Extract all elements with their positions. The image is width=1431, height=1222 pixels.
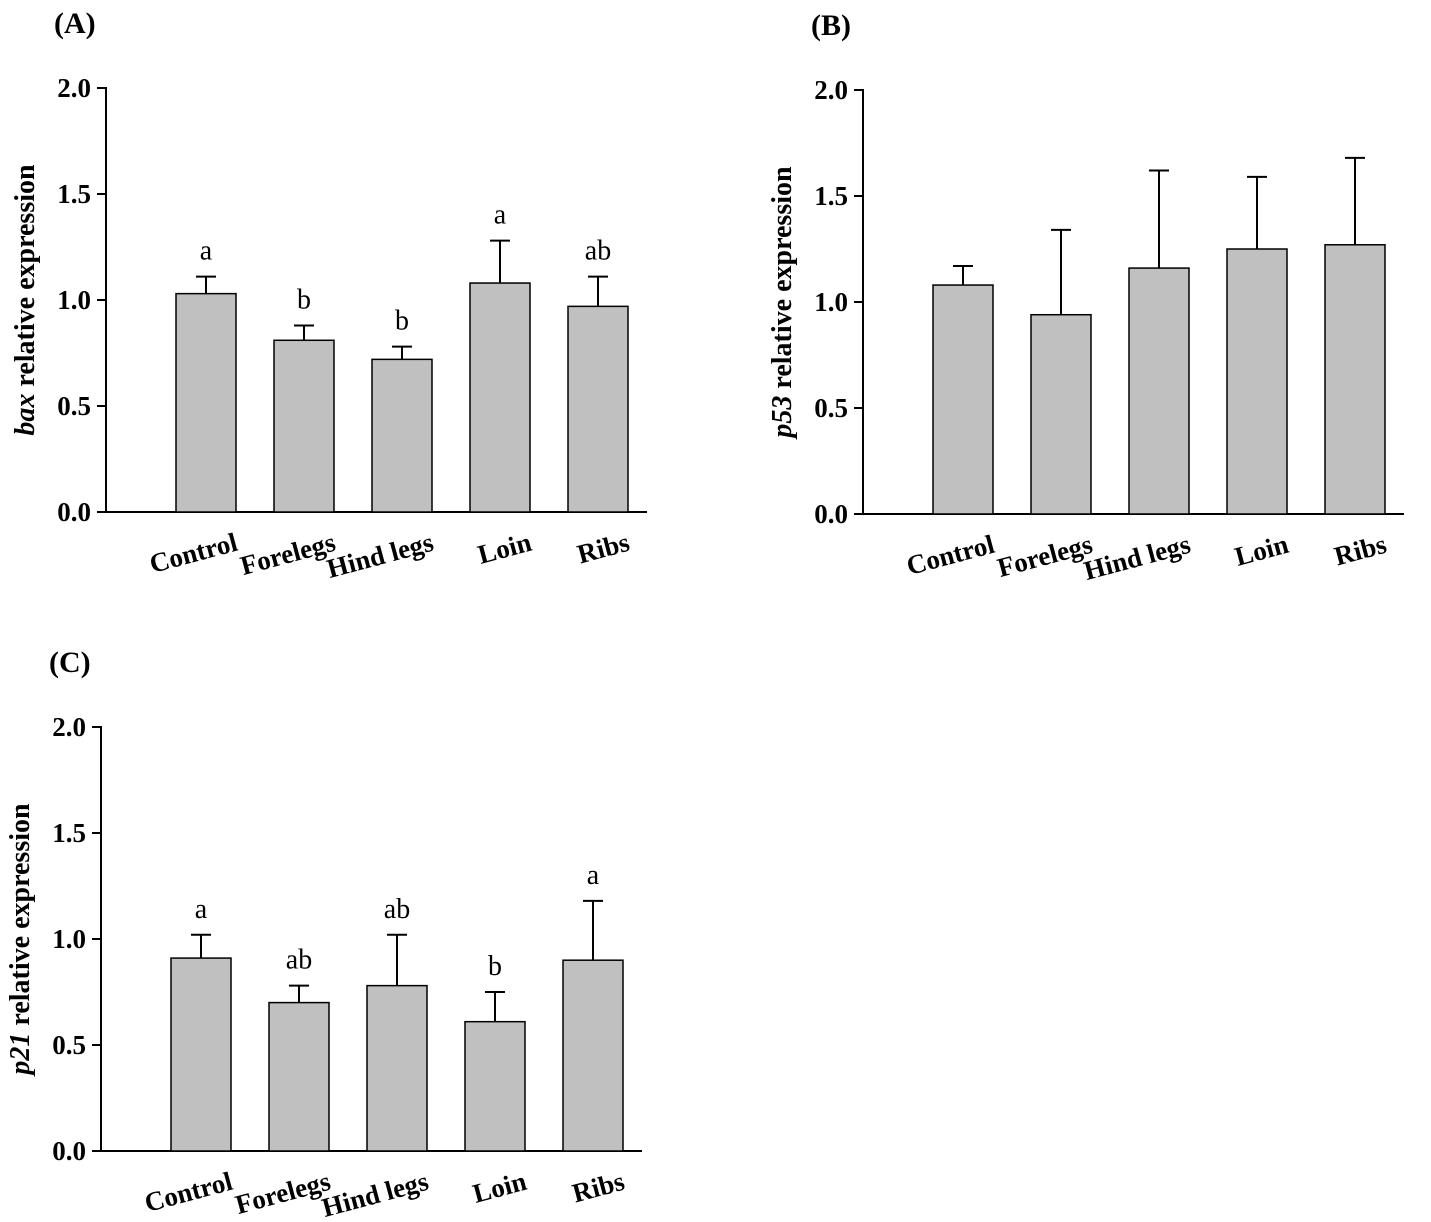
y-axis-title-text: relative expression: [10, 164, 41, 387]
x-tick-label-hind-legs: Hind legs: [324, 527, 437, 584]
significance-letter-control: a: [200, 236, 213, 267]
significance-letter-ribs: a: [587, 860, 600, 891]
panel-c: (C) p21 relative expression 0.0 0.5 1.0 1.5 2.…: [5, 646, 642, 1222]
bar-loin: [464, 1020, 526, 1152]
bar-control: [170, 957, 232, 1152]
significance-letter-forelegs: b: [297, 284, 311, 315]
x-tick-label-hind-legs: Hind legs: [1081, 529, 1194, 586]
x-tick-label-loin: Loin: [475, 527, 535, 570]
y-tick-label: 0.5: [52, 1030, 86, 1060]
bar-ribs: [562, 959, 624, 1152]
bar-forelegs: [273, 339, 335, 513]
y-axis-title-gene: p21: [5, 1033, 36, 1077]
y-axis-title: p21 relative expression: [5, 803, 36, 1077]
y-tick-label: 1.0: [52, 924, 86, 954]
y-axis-title: bax relative expression: [10, 164, 41, 436]
x-tick-label-ribs: Ribs: [574, 527, 633, 570]
y-tick-label: 0.0: [57, 497, 91, 527]
bar-forelegs: [268, 1001, 330, 1152]
panel-a: (A) bax relative expression 0.0 0.5 1.0 1.5 2.…: [10, 7, 647, 584]
x-tick-label-hind-legs: Hind legs: [319, 1166, 432, 1222]
panel-b: (B) p53 relative expression 0.0 0.5 1.0 1.5 2.…: [767, 9, 1404, 586]
bar-loin: [1226, 248, 1288, 515]
significance-letter-loin: b: [488, 951, 502, 982]
x-tick-label-ribs: Ribs: [1331, 529, 1390, 572]
bar-hind-legs: [366, 984, 428, 1152]
bar-ribs: [567, 305, 629, 513]
significance-letter-control: a: [195, 894, 208, 925]
x-tick-label-control: Control: [141, 1166, 236, 1218]
y-tick-label: 1.0: [814, 287, 848, 317]
panel-label: (C): [49, 646, 91, 679]
y-axis-title: p53 relative expression: [767, 166, 798, 440]
x-tick-label-control: Control: [903, 529, 998, 581]
y-tick-label: 1.5: [814, 181, 848, 211]
significance-letter-loin: a: [494, 200, 507, 231]
y-tick-label: 2.0: [57, 73, 91, 103]
y-tick-label: 2.0: [814, 75, 848, 105]
bar-loin: [469, 282, 531, 513]
bar-forelegs: [1030, 313, 1092, 515]
y-tick-label: 0.0: [52, 1136, 86, 1166]
significance-letter-hind-legs: ab: [384, 894, 410, 925]
panel-label: (B): [811, 9, 851, 42]
y-axis-title-text: relative expression: [5, 803, 36, 1026]
y-axis-title-text: relative expression: [767, 166, 798, 389]
y-tick-label: 0.0: [814, 499, 848, 529]
significance-letter-hind-legs: b: [395, 306, 409, 337]
bar-hind-legs: [371, 358, 433, 513]
x-tick-label-forelegs: Forelegs: [232, 1166, 333, 1220]
bar-control: [932, 284, 994, 515]
bar-control: [175, 292, 237, 513]
y-tick-label: 2.0: [52, 712, 86, 742]
y-tick-label: 0.5: [57, 391, 91, 421]
y-tick-label: 1.5: [52, 818, 86, 848]
significance-letter-ribs: ab: [585, 236, 611, 267]
significance-letter-forelegs: ab: [286, 945, 312, 976]
y-axis-title-gene: bax: [10, 394, 41, 436]
panel-label: (A): [54, 7, 96, 40]
y-tick-label: 0.5: [814, 393, 848, 423]
y-axis-title-gene: p53: [767, 396, 798, 440]
x-tick-label-forelegs: Forelegs: [994, 529, 1095, 583]
bar-ribs: [1324, 244, 1386, 515]
y-tick-label: 1.5: [57, 179, 91, 209]
bar-hind-legs: [1128, 267, 1190, 515]
y-tick-label: 1.0: [57, 285, 91, 315]
x-tick-label-loin: Loin: [1232, 529, 1292, 572]
x-tick-label-ribs: Ribs: [569, 1166, 628, 1209]
x-tick-label-loin: Loin: [470, 1166, 530, 1209]
x-tick-label-control: Control: [146, 527, 241, 579]
x-tick-label-forelegs: Forelegs: [237, 527, 338, 581]
